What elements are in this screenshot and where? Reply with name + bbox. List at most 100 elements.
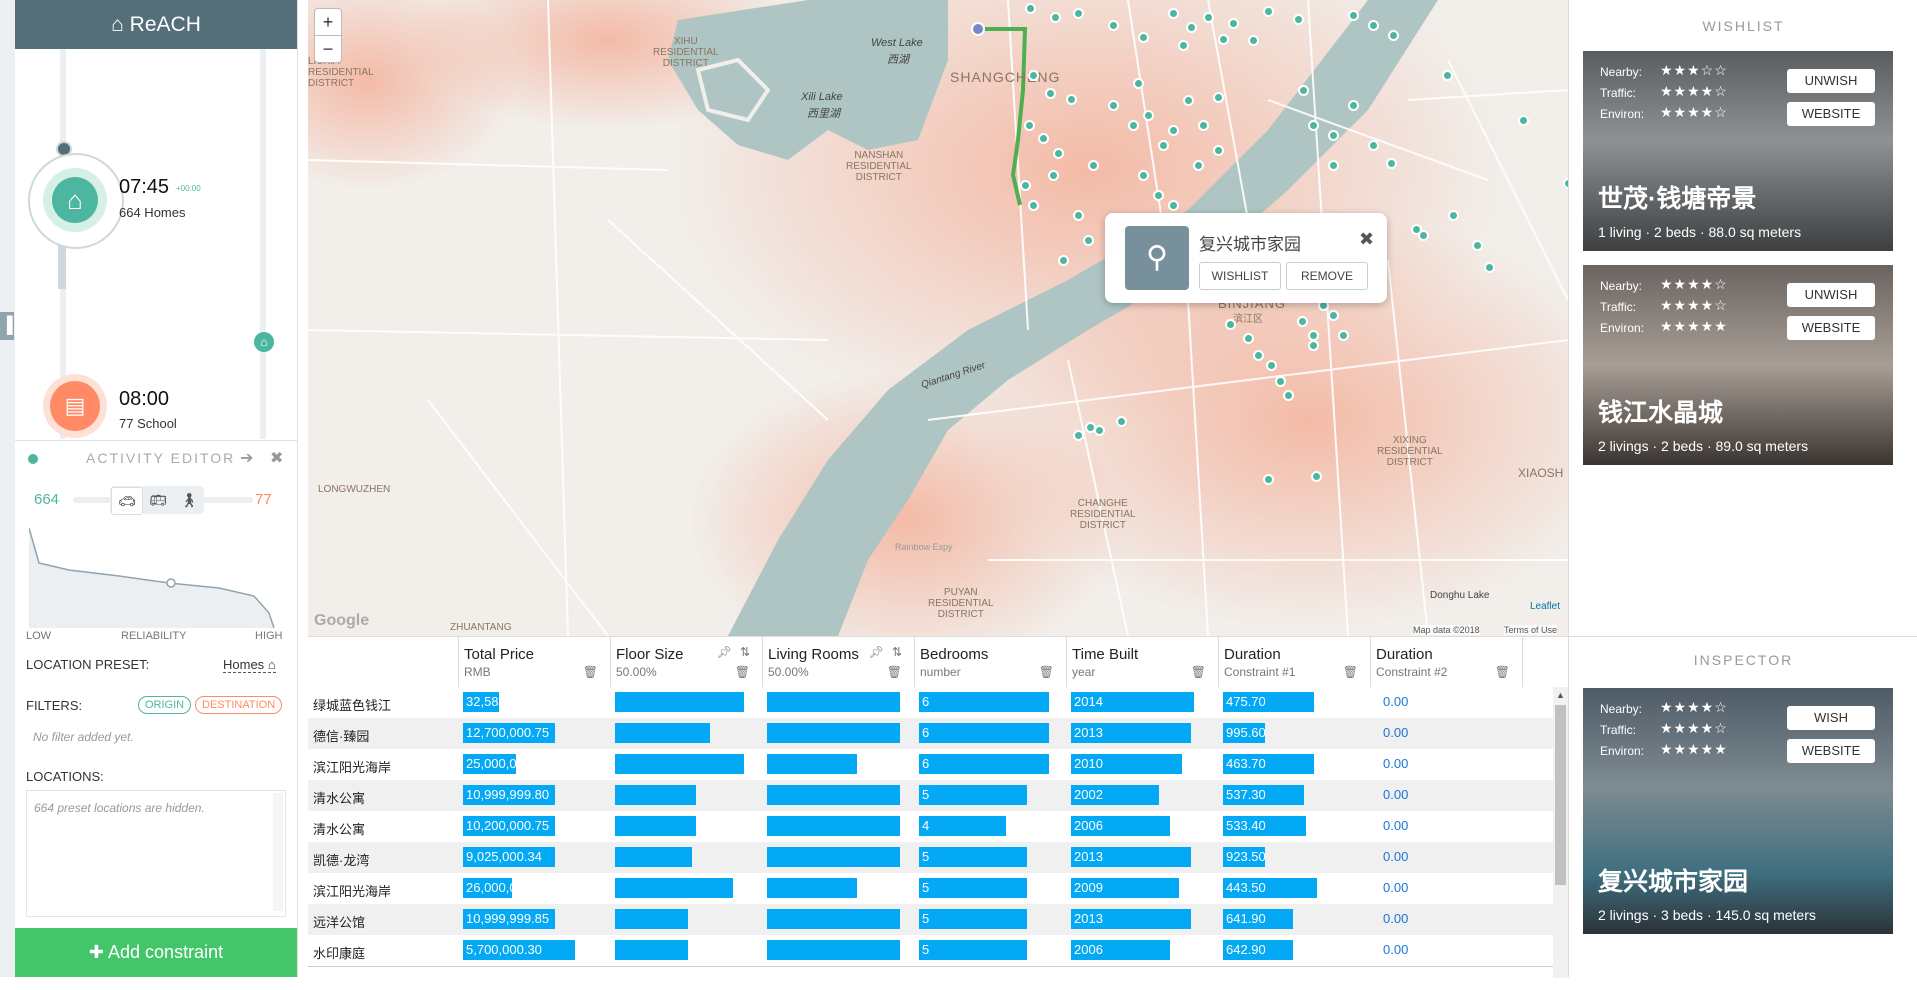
location-marker[interactable] [1116,416,1127,427]
return-home-icon[interactable]: ⌂ [254,332,274,352]
unwish-button[interactable]: UNWISH [1787,69,1875,93]
close-icon[interactable]: ✖ [270,450,284,467]
leaflet-link[interactable]: Leaflet [1530,601,1561,612]
location-marker[interactable] [1253,350,1264,361]
table-header-col-0[interactable]: Total Price RMB 🗑︎ [458,637,611,687]
table-row[interactable]: 水印康庭 5,700,000.30 5 2006 642.90 0.00 [308,935,1553,967]
location-marker[interactable] [1213,145,1224,156]
school-activity-icon[interactable]: ▤ [50,381,100,431]
location-marker[interactable] [1073,8,1084,19]
location-marker[interactable] [1028,200,1039,211]
website-button[interactable]: WEBSITE [1787,739,1875,763]
location-marker[interactable] [1368,140,1379,151]
bus-icon[interactable]: 🚌︎ [149,492,167,508]
table-row[interactable]: 滨江阳光海岸 26,000,001.54 5 2009 443.50 0.00 [308,873,1553,905]
origin-filter-button[interactable]: ORIGIN [138,696,192,714]
location-marker[interactable] [1298,85,1309,96]
wishlist-card[interactable]: Nearby: ★★★★☆ Traffic: ★★★★☆ Environ: ★★★★★ UN… [1583,265,1893,465]
table-header-col-6[interactable]: Duration Constraint #2 🗑︎ [1370,637,1523,687]
location-marker[interactable] [1168,8,1179,19]
popup-remove-button[interactable]: REMOVE [1286,262,1368,290]
location-marker[interactable] [1108,20,1119,31]
location-marker[interactable] [1108,100,1119,111]
location-marker[interactable] [1178,40,1189,51]
location-marker[interactable] [1073,210,1084,221]
website-button[interactable]: WEBSITE [1787,316,1875,340]
location-marker[interactable] [1213,92,1224,103]
location-marker[interactable] [1263,6,1274,17]
destination-filter-button[interactable]: DESTINATION [195,696,283,714]
table-row[interactable]: 清水公寓 10,999,999.80 5 2002 537.30 0.00 [308,780,1553,812]
locations-list[interactable]: 664 preset locations are hidden. [26,790,286,917]
table-row[interactable]: 清水公寓 10,200,000.75 4 2006 533.40 0.00 [308,811,1553,843]
table-header-col-5[interactable]: Duration Constraint #1 🗑︎ [1218,637,1371,687]
location-marker[interactable] [1066,94,1077,105]
wish-button[interactable]: WISH [1787,706,1875,730]
table-row[interactable]: 滨江阳光海岸 25,000,000.38 6 2010 463.70 0.00 [308,749,1553,781]
trash-icon[interactable]: 🗑︎ [886,665,902,679]
popup-close-icon[interactable]: ✖ [1359,229,1375,249]
location-marker[interactable] [1053,148,1064,159]
trash-icon[interactable]: 🗑︎ [1190,665,1206,679]
walk-icon[interactable]: 🚶︎ [180,492,198,508]
location-marker[interactable] [1138,32,1149,43]
location-marker[interactable] [1133,78,1144,89]
website-button[interactable]: WEBSITE [1787,102,1875,126]
location-marker[interactable] [1328,130,1339,141]
zoom-in-button[interactable]: + [314,8,342,36]
location-marker[interactable] [1386,158,1397,169]
location-marker[interactable] [1442,70,1453,81]
trash-icon[interactable]: 🗑︎ [582,665,598,679]
location-marker[interactable] [1094,425,1105,436]
table-header-col-1[interactable]: Floor Size 50.00% 🗑︎ 📌︎ ⇅ [610,637,763,687]
location-marker[interactable] [1225,319,1236,330]
location-marker[interactable] [1328,160,1339,171]
location-marker[interactable] [1308,340,1319,351]
pin-icon[interactable]: 📌︎ [716,645,732,659]
trash-icon[interactable]: 🗑︎ [1494,665,1510,679]
location-marker[interactable] [1338,330,1349,341]
map[interactable]: XIHU RESIDENTIAL DISTRICT LIUXIA RESIDEN… [308,0,1568,636]
location-marker[interactable] [1518,115,1529,126]
collapse-handle-icon[interactable]: ▐ [0,312,14,340]
location-marker[interactable] [1143,110,1154,121]
location-marker[interactable] [1348,10,1359,21]
table-header-col-3[interactable]: Bedrooms number 🗑︎ [914,637,1067,687]
sort-icon[interactable]: ⇅ [891,645,902,659]
home-activity-icon[interactable]: ⌂ [52,177,98,223]
trash-icon[interactable]: 🗑︎ [1342,665,1358,679]
location-marker[interactable] [1073,430,1084,441]
location-marker[interactable] [1193,160,1204,171]
wishlist-card[interactable]: Nearby: ★★★☆☆ Traffic: ★★★★☆ Environ: ★★★★☆ UN… [1583,51,1893,251]
arrow-right-icon[interactable]: ➔ [240,450,254,467]
location-marker[interactable] [1028,70,1039,81]
terms-link[interactable]: Terms of Use [1504,625,1558,635]
location-marker[interactable] [1025,3,1036,14]
location-marker[interactable] [1328,310,1339,321]
location-marker[interactable] [1275,376,1286,387]
location-marker[interactable] [1472,240,1483,251]
table-header-col-4[interactable]: Time Built year 🗑︎ [1066,637,1219,687]
location-marker[interactable] [1484,262,1495,273]
inspector-card[interactable]: Nearby: ★★★★☆ Traffic: ★★★★☆ Environ: ★★★★★ WI… [1583,688,1893,934]
scrollbar[interactable] [273,793,283,911]
table-row[interactable]: 远洋公馆 10,999,999.85 5 2013 641.90 0.00 [308,904,1553,936]
sort-icon[interactable]: ⇅ [739,645,750,659]
location-marker[interactable] [1083,235,1094,246]
location-marker[interactable] [1448,210,1459,221]
location-marker[interactable] [1418,230,1429,241]
scroll-thumb[interactable] [1555,705,1566,885]
location-marker[interactable] [1048,170,1059,181]
location-marker[interactable] [1186,22,1197,33]
location-marker[interactable] [1563,178,1568,189]
location-marker[interactable] [1243,333,1254,344]
location-marker[interactable] [1138,170,1149,181]
location-marker[interactable] [1293,14,1304,25]
location-marker[interactable] [1088,160,1099,171]
unwish-button[interactable]: UNWISH [1787,283,1875,307]
trash-icon[interactable]: 🗑︎ [1038,665,1054,679]
location-marker[interactable] [1248,35,1259,46]
location-marker[interactable] [1058,255,1069,266]
location-marker[interactable] [1348,100,1359,111]
trash-icon[interactable]: 🗑︎ [734,665,750,679]
